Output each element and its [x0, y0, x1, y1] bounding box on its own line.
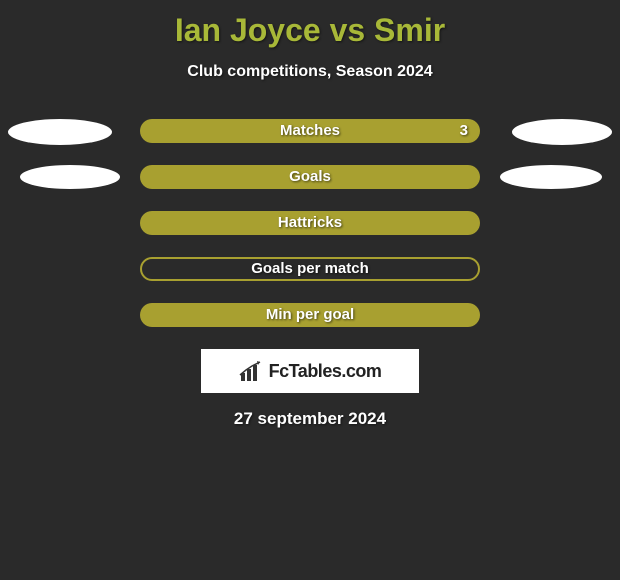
- stat-bar: Goals per match: [140, 257, 480, 281]
- logo-box: FcTables.com: [201, 349, 419, 393]
- comparison-rows: Matches3 Goals Hattricks Goals per match Min…: [0, 119, 620, 327]
- stat-value: 3: [460, 119, 468, 143]
- logo-text: FcTables.com: [269, 361, 382, 382]
- stat-row: Min per goal: [0, 303, 620, 327]
- page-title: Ian Joyce vs Smir: [0, 0, 620, 49]
- stat-bar: Goals: [140, 165, 480, 189]
- stat-bar: Min per goal: [140, 303, 480, 327]
- stat-label: Goals: [140, 165, 480, 189]
- stat-bar: Matches3: [140, 119, 480, 143]
- left-ellipse: [20, 165, 120, 189]
- chart-icon: [239, 361, 265, 381]
- stat-row: Hattricks: [0, 211, 620, 235]
- right-ellipse: [512, 119, 612, 145]
- date-label: 27 september 2024: [0, 409, 620, 429]
- left-ellipse: [8, 119, 112, 145]
- logo: FcTables.com: [239, 361, 382, 382]
- stat-row: Goals: [0, 165, 620, 189]
- subtitle: Club competitions, Season 2024: [0, 63, 620, 81]
- stat-label: Goals per match: [142, 257, 478, 281]
- stat-label: Min per goal: [140, 303, 480, 327]
- stat-label: Matches: [140, 119, 480, 143]
- stat-label: Hattricks: [140, 211, 480, 235]
- stat-row: Matches3: [0, 119, 620, 143]
- stat-bar: Hattricks: [140, 211, 480, 235]
- right-ellipse: [500, 165, 602, 189]
- stat-row: Goals per match: [0, 257, 620, 281]
